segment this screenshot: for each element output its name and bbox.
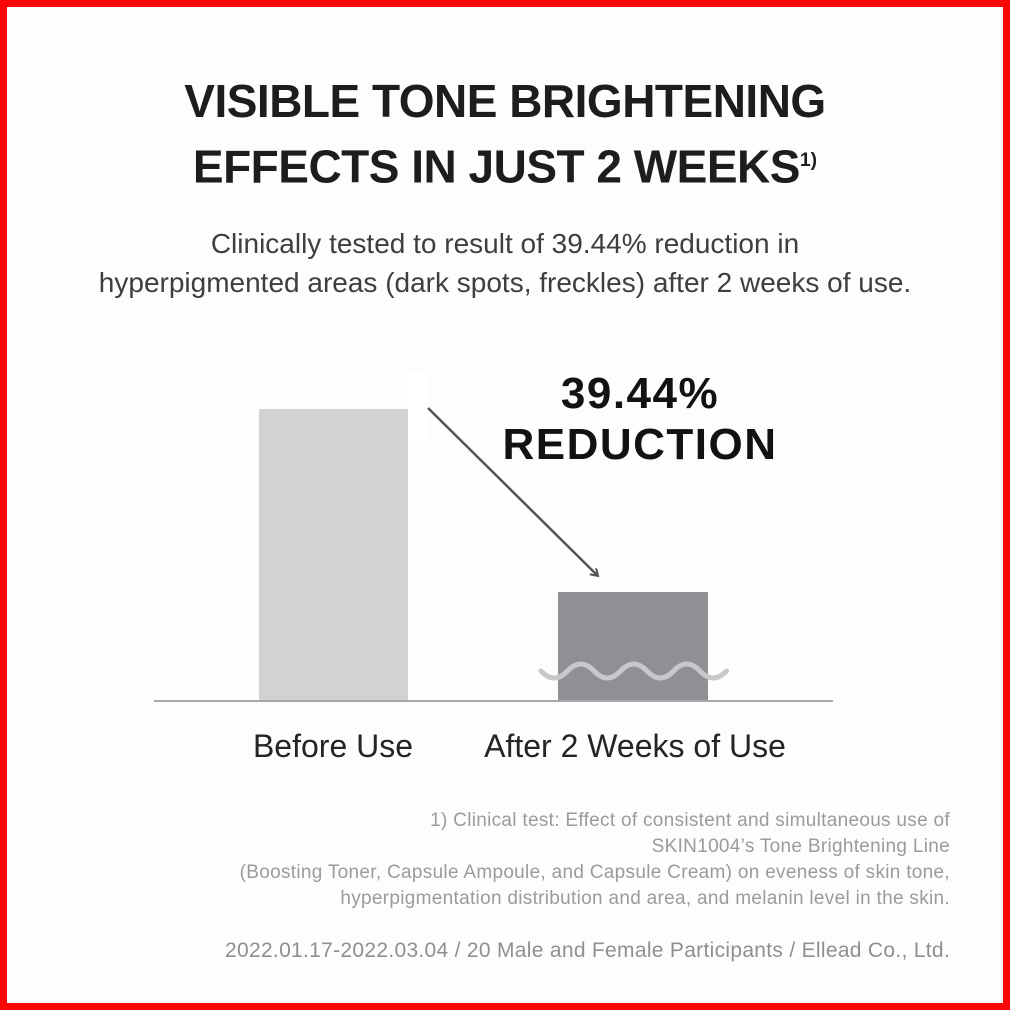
x-label-after-use: After 2 Weeks of Use [484, 728, 786, 764]
x-label-before-use: Before Use [252, 728, 414, 764]
footnote-line-4: hyperpigmentation distribution and area,… [340, 888, 950, 909]
reduction-annotation-label: REDUCTION [502, 420, 778, 469]
footnote: 1) Clinical test: Effect of consistent a… [100, 808, 950, 912]
reduction-annotation-value: 39.44% [560, 369, 720, 418]
x-axis-line [154, 700, 833, 702]
study-info: 2022.01.17-2022.03.04 / 20 Male and Fema… [225, 939, 950, 962]
bar-before-use [259, 409, 408, 701]
title-superscript: 1) [799, 150, 818, 171]
footnote-line-1: 1) Clinical test: Effect of consistent a… [430, 810, 950, 831]
subtitle: Clinically tested to result of 39.44% re… [0, 224, 1010, 302]
footnote-line-3: (Boosting Toner, Capsule Ampoule, and Ca… [239, 862, 950, 883]
title-line-2: EFFECTS IN JUST 2 WEEKS1) [192, 140, 818, 193]
title-line-1: VISIBLE TONE BRIGHTENING [184, 75, 826, 127]
arrow-origin-patch [408, 372, 429, 445]
page-title: VISIBLE TONE BRIGHTENING EFFECTS IN JUST… [0, 72, 1010, 196]
footnote-line-2: SKIN1004’s Tone Brightening Line [651, 836, 950, 857]
subtitle-line-2: hyperpigmented areas (dark spots, freckl… [98, 267, 912, 298]
subtitle-line-1: Clinically tested to result of 39.44% re… [210, 228, 800, 259]
reduction-annotation: 39.44% REDUCTION [460, 368, 820, 470]
bar-after-use [558, 592, 708, 701]
